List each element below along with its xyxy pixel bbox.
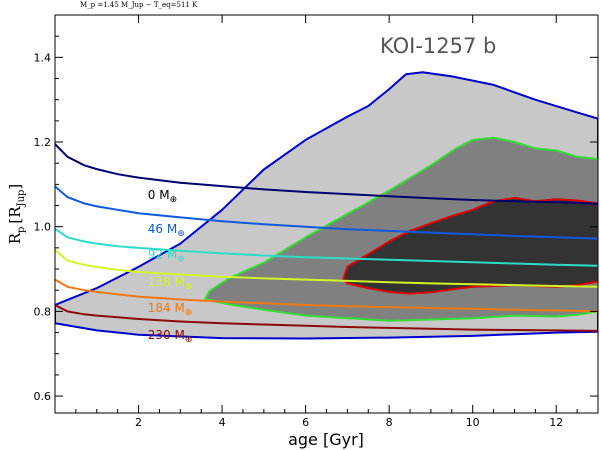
x-tick-label: 6 (302, 416, 309, 429)
model-curves (55, 143, 598, 332)
x-tick-label: 8 (386, 416, 393, 429)
series-line-1 (55, 185, 598, 240)
curve-labels: 0 M⊕ 46 M⊕ 92 M⊕ 138 M⊕ 184 M⊕ 230 M⊕ (148, 188, 193, 345)
series-label-4: 184 M⊕ (148, 301, 193, 318)
series-line-4 (55, 278, 598, 313)
x-tick-label: 10 (466, 416, 480, 429)
contour-regions (55, 71, 598, 340)
y-tick-label: 0.8 (34, 305, 52, 318)
header-text: M_p =1.45 M_Jup − T_eq=511 K (80, 1, 198, 9)
series-label-1: 46 M⊕ (148, 222, 185, 239)
y-tick-label: 0.6 (34, 390, 52, 403)
inner-contour (342, 196, 598, 295)
axis-ticks: 2 4 6 8 10 12 0.6 0.8 1.0 1.2 1.4 (34, 15, 598, 429)
x-tick-label: 4 (219, 416, 226, 429)
series-label-3: 138 M⊕ (148, 275, 193, 292)
series-label-2: 92 M⊕ (148, 247, 185, 264)
x-axis-label: age [Gyr] (288, 430, 364, 449)
series-line-2 (55, 227, 598, 267)
series-line-0 (55, 143, 598, 205)
y-tick-label: 1.2 (34, 136, 52, 149)
chart-title: KOI-1257 b (380, 34, 496, 58)
y-tick-label: 1.4 (34, 51, 52, 64)
y-axis-label: Rp[RJup] (6, 184, 27, 245)
x-tick-label: 2 (135, 416, 142, 429)
y-tick-label: 1.0 (34, 221, 52, 234)
series-label-5: 230 M⊕ (148, 328, 193, 345)
x-tick-label: 12 (549, 416, 563, 429)
series-line-3 (55, 249, 598, 288)
series-line-5 (55, 304, 598, 332)
series-label-0: 0 M⊕ (148, 188, 177, 205)
